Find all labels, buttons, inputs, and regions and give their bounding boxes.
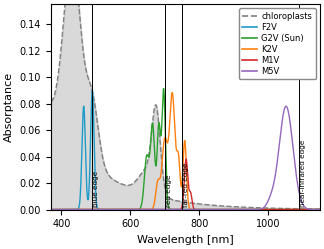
Text: blue edge: blue edge bbox=[93, 171, 99, 207]
Text: far-red edge: far-red edge bbox=[183, 162, 189, 207]
Text: near-infrared edge: near-infrared edge bbox=[300, 139, 306, 207]
Legend: chloroplasts, F2V, G2V (Sun), K2V, M1V, M5V: chloroplasts, F2V, G2V (Sun), K2V, M1V, … bbox=[239, 8, 316, 79]
Text: red edge: red edge bbox=[166, 174, 172, 207]
X-axis label: Wavelength [nm]: Wavelength [nm] bbox=[137, 235, 234, 245]
Y-axis label: Absorptance: Absorptance bbox=[4, 72, 14, 142]
